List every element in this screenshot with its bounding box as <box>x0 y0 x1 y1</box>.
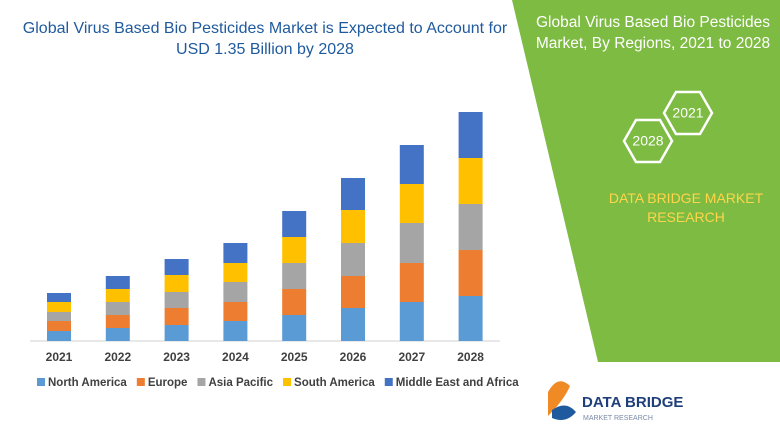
bar-segment <box>282 263 307 289</box>
bar-segment <box>458 112 483 158</box>
brand-text: DATA BRIDGE MARKET RESEARCH <box>608 190 764 225</box>
bar-segment <box>105 276 130 289</box>
bar-segment <box>47 321 71 331</box>
legend-swatch <box>384 378 393 386</box>
bar-segment <box>341 210 365 243</box>
bar-segment <box>223 282 248 302</box>
x-tick-label: 2022 <box>104 350 131 364</box>
bar-segment <box>399 223 424 263</box>
legend-label: Europe <box>148 377 188 389</box>
bar-segment <box>341 308 365 341</box>
bar-segment <box>458 296 483 341</box>
bar-segment <box>399 145 424 184</box>
bar-segment <box>282 289 307 315</box>
legend-label: Middle East and Africa <box>396 377 520 389</box>
x-tick-label: 2025 <box>281 350 308 364</box>
bar-segment <box>282 211 307 237</box>
bar-segment <box>105 328 130 341</box>
hexagon-label: 2021 <box>672 105 703 121</box>
logo-subtext: MARKET RESEARCH <box>583 415 653 422</box>
bar-segment <box>105 302 130 315</box>
side-panel <box>512 0 780 362</box>
bar-segment <box>164 292 189 308</box>
hexagon <box>622 118 674 164</box>
bar-segment <box>458 250 483 296</box>
x-tick-label: 2026 <box>340 350 367 364</box>
bar-segment <box>399 184 424 223</box>
hexagon-label: 2028 <box>632 133 663 149</box>
bar-segment <box>105 315 130 328</box>
bar-segment <box>458 204 483 250</box>
bar-segment <box>282 315 307 341</box>
logo-text: DATA BRIDGE <box>582 394 683 411</box>
chart-title: Global Virus Based Bio Pesticides Market… <box>22 20 508 58</box>
bar-segment <box>282 237 307 263</box>
bar-segment <box>223 321 248 341</box>
bar-segment <box>47 331 71 341</box>
bar-segment <box>105 289 130 302</box>
x-tick-label: 2021 <box>46 350 73 364</box>
bar-segment <box>47 293 71 302</box>
bar-segment <box>341 243 365 276</box>
bar-segment <box>47 312 71 321</box>
logo-icon <box>552 405 576 420</box>
bar-segment <box>164 259 189 275</box>
bar-segment <box>399 263 424 302</box>
hexagon <box>662 90 714 136</box>
bar-segment <box>223 263 248 282</box>
legend-swatch <box>283 378 292 386</box>
logo-icon <box>548 381 570 416</box>
legend-label: Asia Pacific <box>208 377 273 389</box>
x-tick-label: 2028 <box>457 350 484 364</box>
bar-segment <box>399 302 424 341</box>
bar-segment <box>223 302 248 321</box>
bar-segment <box>164 308 189 325</box>
legend-swatch <box>197 378 206 386</box>
bar-segment <box>341 276 365 308</box>
bar-segment <box>164 275 189 292</box>
legend-label: South America <box>294 377 375 389</box>
bar-segment <box>223 243 248 263</box>
panel-title: Global Virus Based Bio Pesticides Market… <box>535 14 771 52</box>
bar-segment <box>164 325 189 341</box>
bar-segment <box>341 178 365 210</box>
x-tick-label: 2027 <box>398 350 425 364</box>
x-tick-label: 2024 <box>222 350 249 364</box>
bar-segment <box>458 158 483 204</box>
legend-label: North America <box>48 377 127 389</box>
x-tick-label: 2023 <box>163 350 190 364</box>
legend-swatch <box>136 378 145 386</box>
legend-swatch <box>37 378 45 386</box>
bar-segment <box>47 302 71 312</box>
